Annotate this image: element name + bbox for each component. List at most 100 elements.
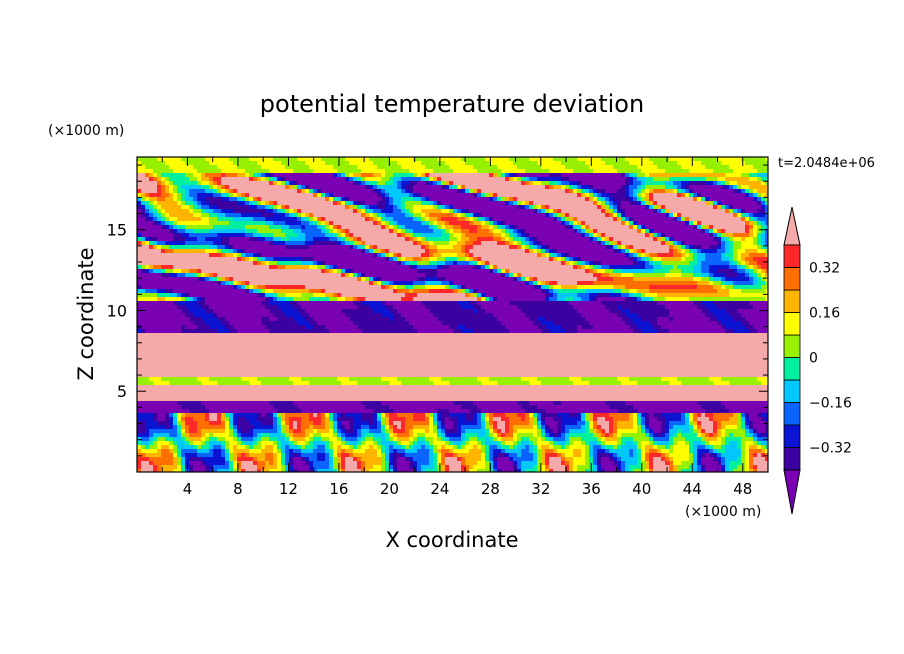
heatmap-cell	[673, 177, 678, 182]
heatmap-cell	[685, 273, 690, 278]
heatmap-cell	[485, 253, 490, 258]
heatmap-cell	[481, 229, 486, 234]
heatmap-cell	[397, 185, 402, 190]
heatmap-cell	[637, 241, 642, 246]
heatmap-cell	[309, 197, 314, 202]
heatmap-cell	[629, 245, 634, 250]
heatmap-cell	[753, 265, 758, 270]
heatmap-cell	[493, 161, 498, 166]
heatmap-cell	[293, 185, 298, 190]
heatmap-cell	[553, 269, 558, 274]
heatmap-cell	[333, 253, 338, 258]
heatmap-cell	[749, 277, 754, 282]
heatmap-cell	[625, 217, 630, 222]
heatmap-cell	[529, 181, 534, 186]
heatmap-cell	[697, 265, 702, 270]
heatmap-cell	[445, 157, 450, 162]
heatmap-cell	[537, 189, 542, 194]
heatmap-cell	[461, 177, 466, 182]
heatmap-cell	[305, 277, 310, 282]
heatmap-cell	[385, 185, 390, 190]
heatmap-cell	[461, 261, 466, 266]
heatmap-cell	[521, 257, 526, 262]
heatmap-cell	[205, 281, 210, 286]
heatmap-cell	[537, 201, 542, 206]
heatmap-cell	[297, 273, 302, 278]
heatmap-cell	[337, 197, 342, 202]
heatmap-cell	[141, 157, 146, 162]
heatmap-cell	[473, 221, 478, 226]
heatmap-cell	[365, 161, 370, 166]
heatmap-cell	[397, 249, 402, 254]
heatmap-cell	[321, 161, 326, 166]
heatmap-cell	[733, 257, 738, 262]
heatmap-cell	[649, 253, 654, 258]
heatmap-cell	[669, 165, 674, 170]
heatmap-cell	[265, 161, 270, 166]
heatmap-cell	[417, 273, 422, 278]
heatmap-cell	[497, 269, 502, 274]
heatmap-cell	[513, 225, 518, 230]
heatmap-cell	[613, 173, 618, 178]
heatmap-cell	[317, 205, 322, 210]
heatmap-cell	[589, 221, 594, 226]
heatmap-cell	[381, 173, 386, 178]
heatmap-cell	[269, 173, 274, 178]
heatmap-cell	[345, 245, 350, 250]
heatmap-cell	[649, 229, 654, 234]
heatmap-cell	[381, 269, 386, 274]
heatmap-cell	[569, 265, 574, 270]
heatmap-cell	[345, 189, 350, 194]
heatmap-cell	[249, 241, 254, 246]
heatmap-cell	[753, 193, 758, 198]
heatmap-cell	[741, 269, 746, 274]
heatmap-cell	[405, 185, 410, 190]
heatmap-cell	[137, 277, 142, 282]
heatmap-cell	[605, 261, 610, 266]
heatmap-cell	[489, 213, 494, 218]
heatmap-cell	[621, 237, 626, 242]
heatmap-cell	[493, 281, 498, 286]
heatmap-cell	[437, 185, 442, 190]
heatmap-cell	[313, 189, 318, 194]
heatmap-cell	[761, 205, 766, 210]
heatmap-cell	[701, 233, 706, 238]
heatmap-cell	[297, 257, 302, 262]
heatmap-cell	[413, 217, 418, 222]
heatmap-cell	[417, 241, 422, 246]
heatmap-cell	[449, 281, 454, 286]
heatmap-cell	[481, 269, 486, 274]
heatmap-cell	[401, 177, 406, 182]
heatmap-cell	[145, 241, 150, 246]
heatmap-cell	[757, 249, 762, 254]
heatmap-cell	[733, 217, 738, 222]
heatmap-cell	[613, 225, 618, 230]
heatmap-cell	[681, 249, 686, 254]
heatmap-cell	[241, 273, 246, 278]
heatmap-cell	[141, 261, 146, 266]
heatmap-cell	[225, 281, 230, 286]
heatmap-cell	[245, 233, 250, 238]
heatmap-cell	[613, 181, 618, 186]
heatmap-cell	[617, 221, 622, 226]
heatmap-cell	[601, 209, 606, 214]
heatmap-cell	[253, 189, 258, 194]
heatmap-cell	[653, 197, 658, 202]
heatmap-cell	[609, 181, 614, 186]
heatmap-cell	[261, 253, 266, 258]
heatmap-cell	[533, 257, 538, 262]
heatmap-cell	[545, 161, 550, 166]
heatmap-cell	[693, 261, 698, 266]
heatmap-cell	[141, 277, 146, 282]
heatmap-cell	[377, 205, 382, 210]
heatmap-cell	[749, 233, 754, 238]
heatmap-cell	[745, 277, 750, 282]
heatmap-cell	[685, 177, 690, 182]
heatmap-cell	[757, 273, 762, 278]
heatmap-cell	[453, 193, 458, 198]
heatmap-cell	[577, 213, 582, 218]
heatmap-cell	[713, 189, 718, 194]
heatmap-cell	[545, 241, 550, 246]
heatmap-cell	[225, 253, 230, 258]
heatmap-cell	[153, 205, 158, 210]
